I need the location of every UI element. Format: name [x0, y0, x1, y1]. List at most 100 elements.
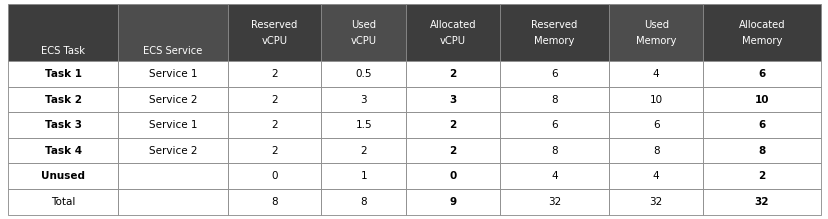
- Text: 0: 0: [449, 171, 456, 181]
- Bar: [406, 138, 499, 163]
- Text: Reserved: Reserved: [531, 20, 577, 30]
- Text: Service 2: Service 2: [148, 146, 197, 156]
- Bar: [609, 61, 702, 87]
- Text: ECS Service: ECS Service: [143, 46, 202, 56]
- Text: 10: 10: [649, 95, 662, 104]
- Text: 6: 6: [758, 69, 764, 79]
- Bar: [320, 4, 406, 61]
- Bar: [702, 61, 820, 87]
- Bar: [8, 163, 118, 189]
- Bar: [320, 61, 406, 87]
- Bar: [228, 87, 320, 112]
- Text: 2: 2: [271, 120, 277, 130]
- Text: 2: 2: [449, 146, 456, 156]
- Text: Used: Used: [643, 20, 668, 30]
- Text: 8: 8: [551, 95, 557, 104]
- Text: Service 1: Service 1: [148, 69, 197, 79]
- Text: 4: 4: [652, 69, 659, 79]
- Text: 8: 8: [652, 146, 659, 156]
- Text: Task 2: Task 2: [45, 95, 81, 104]
- Text: Memory: Memory: [741, 36, 781, 46]
- Bar: [609, 4, 702, 61]
- Text: Memory: Memory: [635, 36, 676, 46]
- Text: Task 4: Task 4: [45, 146, 82, 156]
- Bar: [499, 163, 609, 189]
- Bar: [499, 61, 609, 87]
- Text: 2: 2: [271, 95, 277, 104]
- Text: 2: 2: [360, 146, 367, 156]
- Bar: [702, 4, 820, 61]
- Bar: [609, 87, 702, 112]
- Bar: [320, 189, 406, 215]
- Bar: [228, 4, 320, 61]
- Bar: [118, 61, 228, 87]
- Text: Allocated: Allocated: [738, 20, 784, 30]
- Text: 32: 32: [649, 197, 662, 207]
- Bar: [8, 112, 118, 138]
- Text: Memory: Memory: [534, 36, 574, 46]
- Text: 32: 32: [547, 197, 561, 207]
- Bar: [499, 4, 609, 61]
- Bar: [8, 61, 118, 87]
- Bar: [609, 112, 702, 138]
- Text: vCPU: vCPU: [350, 36, 377, 46]
- Bar: [702, 138, 820, 163]
- Text: 0.5: 0.5: [355, 69, 372, 79]
- Text: 6: 6: [551, 69, 557, 79]
- Bar: [320, 138, 406, 163]
- Text: 6: 6: [652, 120, 659, 130]
- Bar: [118, 163, 228, 189]
- Text: Task 3: Task 3: [45, 120, 81, 130]
- Text: Service 2: Service 2: [148, 95, 197, 104]
- Bar: [118, 138, 228, 163]
- Text: 2: 2: [758, 171, 764, 181]
- Bar: [499, 112, 609, 138]
- Bar: [8, 4, 118, 61]
- Bar: [320, 163, 406, 189]
- Bar: [8, 189, 118, 215]
- Text: Used: Used: [351, 20, 376, 30]
- Bar: [118, 112, 228, 138]
- Bar: [8, 87, 118, 112]
- Bar: [702, 189, 820, 215]
- Bar: [499, 87, 609, 112]
- Text: 2: 2: [271, 69, 277, 79]
- Text: 1: 1: [360, 171, 367, 181]
- Text: 8: 8: [758, 146, 764, 156]
- Bar: [499, 189, 609, 215]
- Bar: [609, 163, 702, 189]
- Text: 6: 6: [758, 120, 764, 130]
- Text: Unused: Unused: [41, 171, 85, 181]
- Bar: [228, 61, 320, 87]
- Bar: [406, 61, 499, 87]
- Bar: [228, 112, 320, 138]
- Text: 4: 4: [551, 171, 557, 181]
- Text: 1.5: 1.5: [355, 120, 372, 130]
- Text: 0: 0: [271, 171, 277, 181]
- Text: 2: 2: [271, 146, 277, 156]
- Bar: [406, 112, 499, 138]
- Bar: [609, 138, 702, 163]
- Bar: [702, 112, 820, 138]
- Text: 2: 2: [449, 120, 456, 130]
- Text: 3: 3: [360, 95, 367, 104]
- Bar: [406, 163, 499, 189]
- Text: Total: Total: [51, 197, 75, 207]
- Bar: [228, 189, 320, 215]
- Text: Task 1: Task 1: [45, 69, 81, 79]
- Text: 32: 32: [753, 197, 768, 207]
- Text: 4: 4: [652, 171, 659, 181]
- Text: 8: 8: [551, 146, 557, 156]
- Text: 3: 3: [449, 95, 456, 104]
- Text: 2: 2: [449, 69, 456, 79]
- Text: 10: 10: [753, 95, 768, 104]
- Bar: [320, 87, 406, 112]
- Bar: [406, 189, 499, 215]
- Bar: [118, 4, 228, 61]
- Text: Service 1: Service 1: [148, 120, 197, 130]
- Bar: [320, 112, 406, 138]
- Bar: [406, 4, 499, 61]
- Text: vCPU: vCPU: [261, 36, 287, 46]
- Bar: [609, 189, 702, 215]
- Bar: [702, 87, 820, 112]
